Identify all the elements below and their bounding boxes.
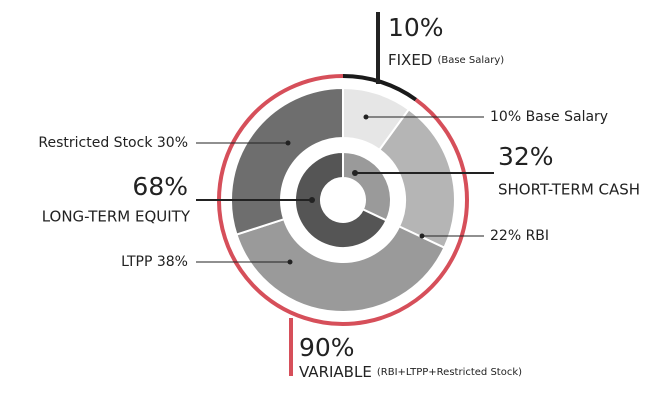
leader-dot bbox=[285, 140, 291, 146]
data-label: 22% RBI bbox=[490, 228, 549, 244]
segment bbox=[230, 86, 344, 236]
segment bbox=[342, 150, 392, 222]
data-label: 32% bbox=[498, 142, 554, 171]
category-line: VARIABLE (RBI+LTPP+Restricted Stock) bbox=[299, 362, 522, 381]
category-label: SHORT-TERM CASH bbox=[498, 181, 640, 199]
leader-dot bbox=[352, 170, 358, 176]
category-label: LONG-TERM EQUITY bbox=[42, 208, 191, 226]
data-label: LTPP 38% bbox=[121, 254, 188, 270]
data-label: 10% Base Salary bbox=[490, 109, 608, 125]
data-label: Restricted Stock 30% bbox=[38, 135, 188, 151]
rings bbox=[217, 74, 469, 326]
ring-arc bbox=[217, 74, 469, 326]
detail-label: (RBI+LTPP+Restricted Stock) bbox=[377, 367, 522, 378]
detail-label: (Base Salary) bbox=[437, 55, 504, 66]
data-label: 10% bbox=[388, 13, 444, 42]
segment bbox=[294, 150, 388, 249]
category-label: FIXED bbox=[388, 51, 432, 69]
data-label: 68% bbox=[132, 172, 188, 201]
segment bbox=[235, 217, 446, 313]
ring-arc bbox=[342, 74, 418, 102]
leader-dot bbox=[419, 233, 425, 239]
category-line: FIXED (Base Salary) bbox=[388, 50, 504, 69]
leader-dot bbox=[363, 114, 369, 120]
category-label: VARIABLE bbox=[299, 363, 372, 381]
leader-dot bbox=[309, 197, 315, 203]
leader-dot bbox=[287, 259, 293, 265]
data-label: 90% bbox=[299, 333, 355, 362]
